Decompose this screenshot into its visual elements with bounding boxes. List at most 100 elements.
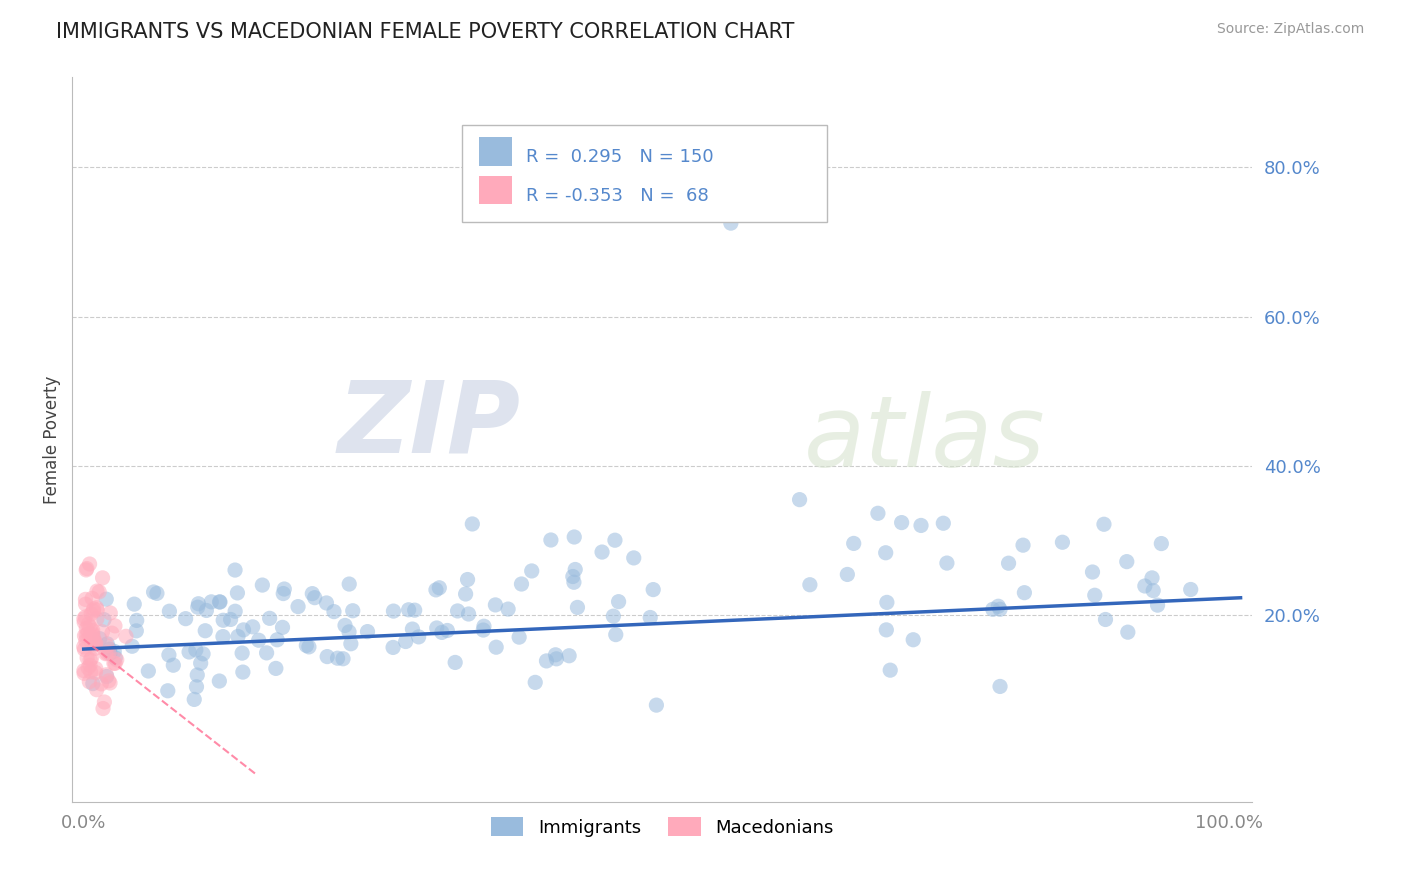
Point — [96, 592, 118, 607]
Point — [76, 561, 98, 575]
Point — [75, 622, 97, 636]
Point — [623, 550, 645, 565]
Y-axis label: Female Poverty: Female Poverty — [44, 376, 60, 504]
Point — [323, 605, 346, 619]
Point — [935, 556, 957, 570]
Point — [382, 640, 405, 655]
Point — [208, 595, 231, 609]
Point — [395, 634, 418, 648]
Point — [104, 650, 127, 665]
Point — [332, 651, 354, 665]
Point — [97, 673, 120, 688]
Point — [485, 640, 508, 655]
Point — [86, 682, 108, 697]
Point — [96, 646, 118, 660]
Point — [242, 620, 264, 634]
Point — [401, 622, 423, 636]
Point — [605, 627, 627, 641]
Point — [638, 610, 661, 624]
Point — [79, 557, 101, 571]
Point — [103, 657, 125, 671]
Point — [1094, 612, 1116, 626]
Point — [232, 623, 254, 637]
Point — [342, 604, 364, 618]
Point — [75, 610, 97, 624]
Point — [404, 603, 426, 617]
Point — [890, 516, 912, 530]
Point — [82, 591, 104, 606]
Point — [1150, 536, 1173, 550]
Point — [842, 536, 865, 550]
Point — [988, 602, 1011, 616]
Point — [1116, 625, 1139, 640]
Point — [408, 630, 430, 644]
Point — [1012, 538, 1035, 552]
Point — [121, 640, 143, 654]
Point — [252, 578, 274, 592]
Point — [427, 581, 450, 595]
Point — [191, 647, 214, 661]
Point — [80, 651, 103, 665]
Point — [271, 586, 294, 600]
Point — [524, 675, 547, 690]
Point — [720, 216, 742, 230]
Point — [79, 658, 101, 673]
Point — [79, 620, 101, 634]
Point — [337, 624, 360, 639]
Point — [184, 643, 207, 657]
Point — [208, 673, 231, 688]
Point — [326, 651, 349, 665]
Point — [876, 595, 898, 609]
FancyBboxPatch shape — [461, 125, 827, 222]
Point — [90, 677, 112, 691]
Point — [162, 658, 184, 673]
Point — [98, 642, 121, 657]
Point — [83, 602, 105, 616]
Point — [96, 669, 118, 683]
Point — [76, 650, 98, 665]
Point — [86, 584, 108, 599]
Point — [122, 597, 145, 611]
Point — [96, 637, 118, 651]
Point — [301, 587, 323, 601]
Point — [1052, 535, 1074, 549]
Point — [96, 667, 118, 681]
Point — [540, 533, 562, 547]
Point — [987, 599, 1010, 614]
Point — [156, 683, 179, 698]
Point — [932, 516, 955, 531]
Point — [536, 654, 558, 668]
Point — [340, 637, 363, 651]
Point — [93, 695, 115, 709]
Point — [187, 597, 209, 611]
Text: ZIP: ZIP — [337, 376, 520, 474]
Point — [104, 619, 127, 633]
Point — [83, 632, 105, 646]
Point — [430, 625, 453, 640]
Point — [157, 604, 180, 618]
Point — [562, 575, 585, 590]
Point — [546, 652, 568, 666]
Point — [75, 628, 97, 642]
Point — [194, 624, 217, 638]
Point — [73, 664, 96, 678]
Point — [77, 661, 100, 675]
Point — [80, 636, 103, 650]
Point — [105, 653, 128, 667]
Point — [304, 591, 326, 605]
Point — [96, 639, 118, 653]
Point — [875, 623, 897, 637]
Point — [86, 612, 108, 626]
Point — [425, 582, 447, 597]
Point — [115, 629, 138, 643]
Point — [436, 624, 458, 638]
Point — [84, 638, 107, 652]
Point — [98, 676, 121, 690]
Point — [89, 632, 111, 646]
Point — [224, 563, 246, 577]
Text: atlas: atlas — [804, 392, 1045, 488]
Point — [94, 647, 117, 661]
Point — [212, 630, 235, 644]
Point — [212, 613, 235, 627]
Point — [84, 641, 107, 656]
